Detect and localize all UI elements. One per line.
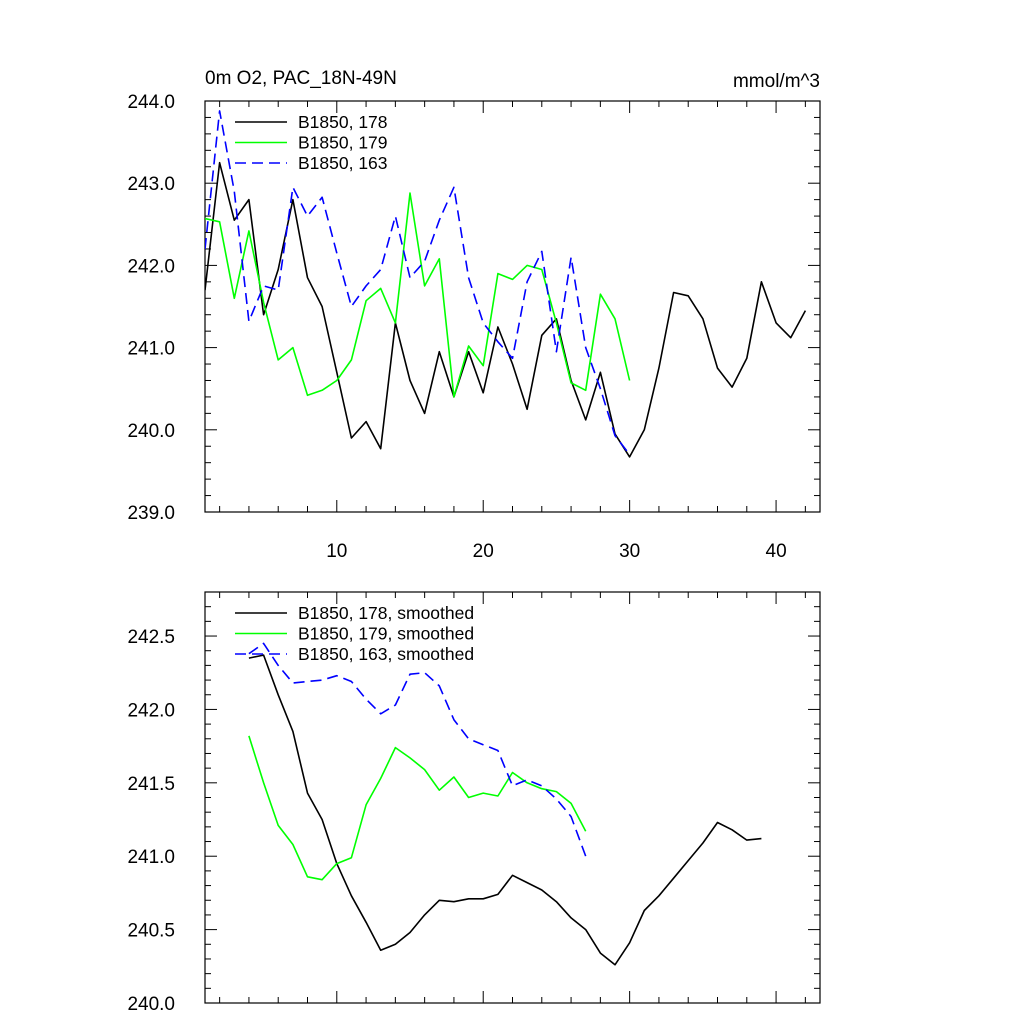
panel-bottom: 240.0 240.5 241.0 241.5 242.0 242.5 B1850, 17… [127,591,821,1015]
x-tick-label: 40 [766,541,787,562]
series-line-2 [248,735,587,881]
y-tick-label: 242.5 [127,627,175,648]
series-bottom [248,642,762,966]
units-label: mmol/m^3 [733,71,820,92]
y-tick-label: 240.5 [127,921,175,942]
y-tick-label: 242.0 [127,256,175,277]
series-line-3 [248,642,587,857]
y-tick-label: 240.0 [127,421,175,442]
y-tick-label: 241.0 [127,339,175,360]
series-line-3 [205,110,631,455]
y-tick-labels-top: 239.0 240.0 241.0 242.0 243.0 244.0 [127,92,175,524]
legend-label: B1850, 179 [298,133,388,153]
legend-label: B1850, 163, smoothed [298,644,474,664]
y-tick-label: 243.0 [127,174,175,195]
series-line-1 [248,654,762,966]
x-tick-label: 30 [619,541,640,562]
y-tick-label: 240.0 [127,994,175,1015]
y-tick-label: 241.0 [127,847,175,868]
y-tick-label: 244.0 [127,92,175,113]
x-tick-label: 20 [473,541,494,562]
x-tick-label: 10 [326,541,347,562]
series-top [205,110,807,458]
chart-title: 0m O2, PAC_18N-49N [205,68,397,89]
x-tick-labels-top: 10 20 30 40 [326,541,786,562]
legend-label: B1850, 163 [298,153,388,173]
y-tick-labels-bottom: 240.0 240.5 241.0 241.5 242.0 242.5 [127,627,175,1015]
legend-label: B1850, 179, smoothed [298,624,474,644]
series-line-1 [205,161,807,458]
panel-top: 0m O2, PAC_18N-49N mmol/m^3 239.0 240.0 24… [127,68,821,562]
legend-label: B1850, 178, smoothed [298,603,474,623]
y-tick-label: 239.0 [127,503,175,524]
ticks-bottom [205,591,820,1004]
legend-label: B1850, 178 [298,112,388,132]
y-tick-label: 241.5 [127,774,175,795]
y-tick-label: 242.0 [127,700,175,721]
ticks-top [205,100,820,513]
